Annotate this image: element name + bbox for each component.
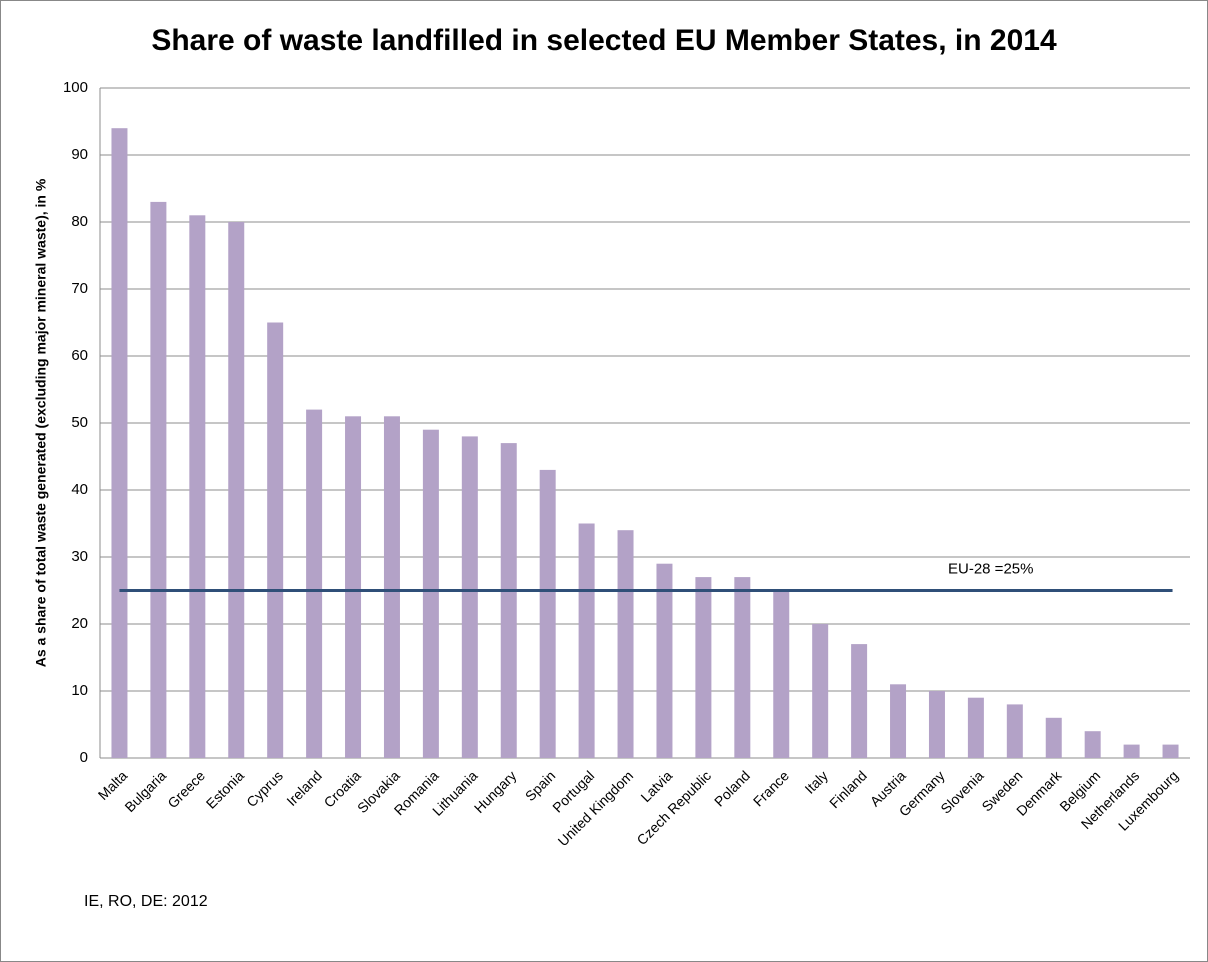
y-tick-label: 70 [71,280,88,297]
y-tick-label: 30 [71,548,88,565]
bar [422,429,439,758]
bar [461,436,478,758]
y-tick-label: 20 [71,615,88,632]
y-tick-label: 80 [71,213,88,230]
y-tick-label: 60 [71,347,88,364]
bar [267,322,284,758]
bar [383,416,400,758]
bar [150,201,167,758]
bar [189,215,206,759]
bar [890,684,907,758]
y-tick-label: 0 [80,749,88,766]
footnote: IE, RO, DE: 2012 [84,893,208,910]
bar [1162,744,1179,758]
bar [500,443,517,758]
y-tick-label: 10 [71,682,88,699]
y-axis-title: As a share of total waste generated (exc… [33,178,49,667]
bar [1084,731,1101,758]
bar [773,590,790,758]
bar [306,409,323,758]
y-tick-label: 100 [63,79,88,96]
bar [111,128,128,758]
bar [578,523,595,758]
bar [1123,744,1140,758]
bar [228,222,245,758]
y-tick-label: 50 [71,414,88,431]
reference-label: EU-28 =25% [948,560,1033,577]
bar [1045,717,1062,758]
y-tick-label: 90 [71,146,88,163]
bar [851,644,868,758]
bar [695,577,712,758]
chart-title: Share of waste landfilled in selected EU… [151,24,1057,57]
bar [734,577,751,758]
y-tick-label: 40 [71,481,88,498]
bar [812,624,829,758]
bar [1006,704,1023,758]
bar [539,469,556,758]
bar [656,563,673,758]
bar [967,697,984,758]
bar [617,530,634,758]
bar [345,416,362,758]
bar [928,691,945,758]
